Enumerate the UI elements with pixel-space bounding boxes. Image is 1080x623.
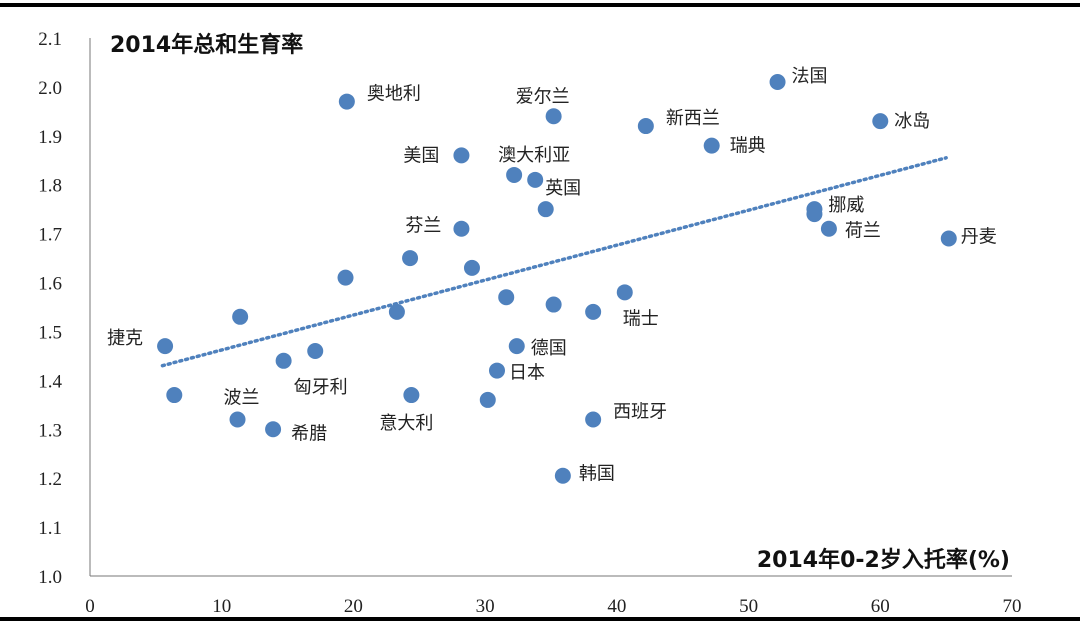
data-point: [498, 289, 515, 306]
data-point: [229, 411, 246, 428]
data-point: [508, 338, 525, 355]
point-label: 捷克: [107, 328, 143, 349]
data-point: [806, 206, 823, 223]
y-tick-label: 1.8: [38, 176, 62, 197]
data-point: [488, 362, 505, 379]
point-label: 荷兰: [845, 221, 881, 242]
data-point: [637, 118, 654, 135]
point-label: 意大利: [379, 413, 433, 434]
y-tick-label: 1.5: [38, 322, 62, 343]
y-tick-label: 1.0: [38, 567, 62, 588]
data-point: [232, 308, 249, 325]
data-point: [453, 147, 470, 164]
point-label: 法国: [792, 66, 828, 87]
x-tick-label: 40: [607, 596, 626, 617]
point-label: 韩国: [579, 464, 615, 485]
data-point: [940, 230, 957, 247]
x-tick-label: 20: [344, 596, 363, 617]
data-point: [402, 250, 419, 267]
data-point: [479, 391, 496, 408]
data-point: [453, 220, 470, 237]
x-tick-label: 60: [871, 596, 890, 617]
point-label: 挪威: [828, 195, 864, 216]
trendline-group: [160, 156, 948, 368]
point-label: 西班牙: [613, 401, 667, 422]
data-point: [157, 338, 174, 355]
x-tick-labels: 0 10 20 30 40 50 60 70: [85, 596, 1021, 617]
point-label: 澳大利亚: [498, 145, 570, 166]
data-point: [166, 387, 183, 404]
data-point: [872, 113, 889, 130]
point-label: 英国: [545, 178, 581, 199]
x-tick-label: 0: [85, 596, 95, 617]
x-axis-title: 2014年0-2岁入托率(%): [757, 547, 1010, 573]
y-tick-label: 2.0: [38, 78, 62, 99]
point-label: 奥地利: [367, 84, 421, 105]
point-label: 日本: [509, 363, 545, 384]
point-label: 德国: [531, 338, 567, 359]
data-point: [265, 421, 282, 438]
data-point: [403, 387, 420, 404]
y-tick-label: 1.2: [38, 469, 62, 490]
data-point: [703, 137, 720, 154]
y-tick-label: 1.4: [38, 371, 62, 392]
data-point: [275, 352, 292, 369]
y-tick-label: 1.3: [38, 420, 62, 441]
x-tick-label: 50: [739, 596, 758, 617]
y-tick-label: 1.7: [38, 225, 62, 246]
chart-title: 2014年总和生育率: [110, 32, 303, 58]
y-tick-label: 2.1: [38, 29, 62, 50]
data-point: [337, 269, 354, 286]
y-tick-label: 1.1: [38, 518, 62, 539]
y-tick-labels: 1.0 1.1 1.2 1.3 1.4 1.5 1.6 1.7 1.8 1.9 2.0 2.1: [38, 29, 62, 588]
x-tick-label: 30: [476, 596, 495, 617]
data-points: [157, 74, 957, 484]
point-label: 匈牙利: [294, 377, 348, 398]
point-label: 爱尔兰: [516, 86, 570, 107]
point-label: 芬兰: [405, 216, 441, 237]
data-point: [820, 220, 837, 237]
y-tick-label: 1.6: [38, 274, 62, 295]
trendline: [160, 156, 948, 368]
point-label: 瑞典: [730, 136, 766, 157]
data-point: [585, 303, 602, 320]
data-point: [585, 411, 602, 428]
point-label: 希腊: [291, 423, 327, 444]
point-label: 冰岛: [894, 111, 930, 132]
data-point: [506, 166, 523, 183]
data-point: [307, 343, 324, 360]
point-label: 瑞士: [623, 308, 659, 329]
point-label: 美国: [403, 145, 439, 166]
data-point: [545, 296, 562, 313]
x-tick-label: 10: [212, 596, 231, 617]
data-point: [545, 108, 562, 125]
data-point: [463, 259, 480, 276]
data-point: [388, 303, 405, 320]
data-point: [554, 467, 571, 484]
data-point: [527, 171, 544, 188]
data-point: [616, 284, 633, 301]
point-label: 波兰: [224, 387, 260, 408]
data-point: [769, 74, 786, 91]
data-point: [338, 93, 355, 110]
y-tick-label: 1.9: [38, 127, 62, 148]
data-point: [537, 201, 554, 218]
x-tick-label: 70: [1003, 596, 1022, 617]
point-label: 丹麦: [961, 227, 997, 248]
point-label: 新西兰: [666, 108, 720, 129]
